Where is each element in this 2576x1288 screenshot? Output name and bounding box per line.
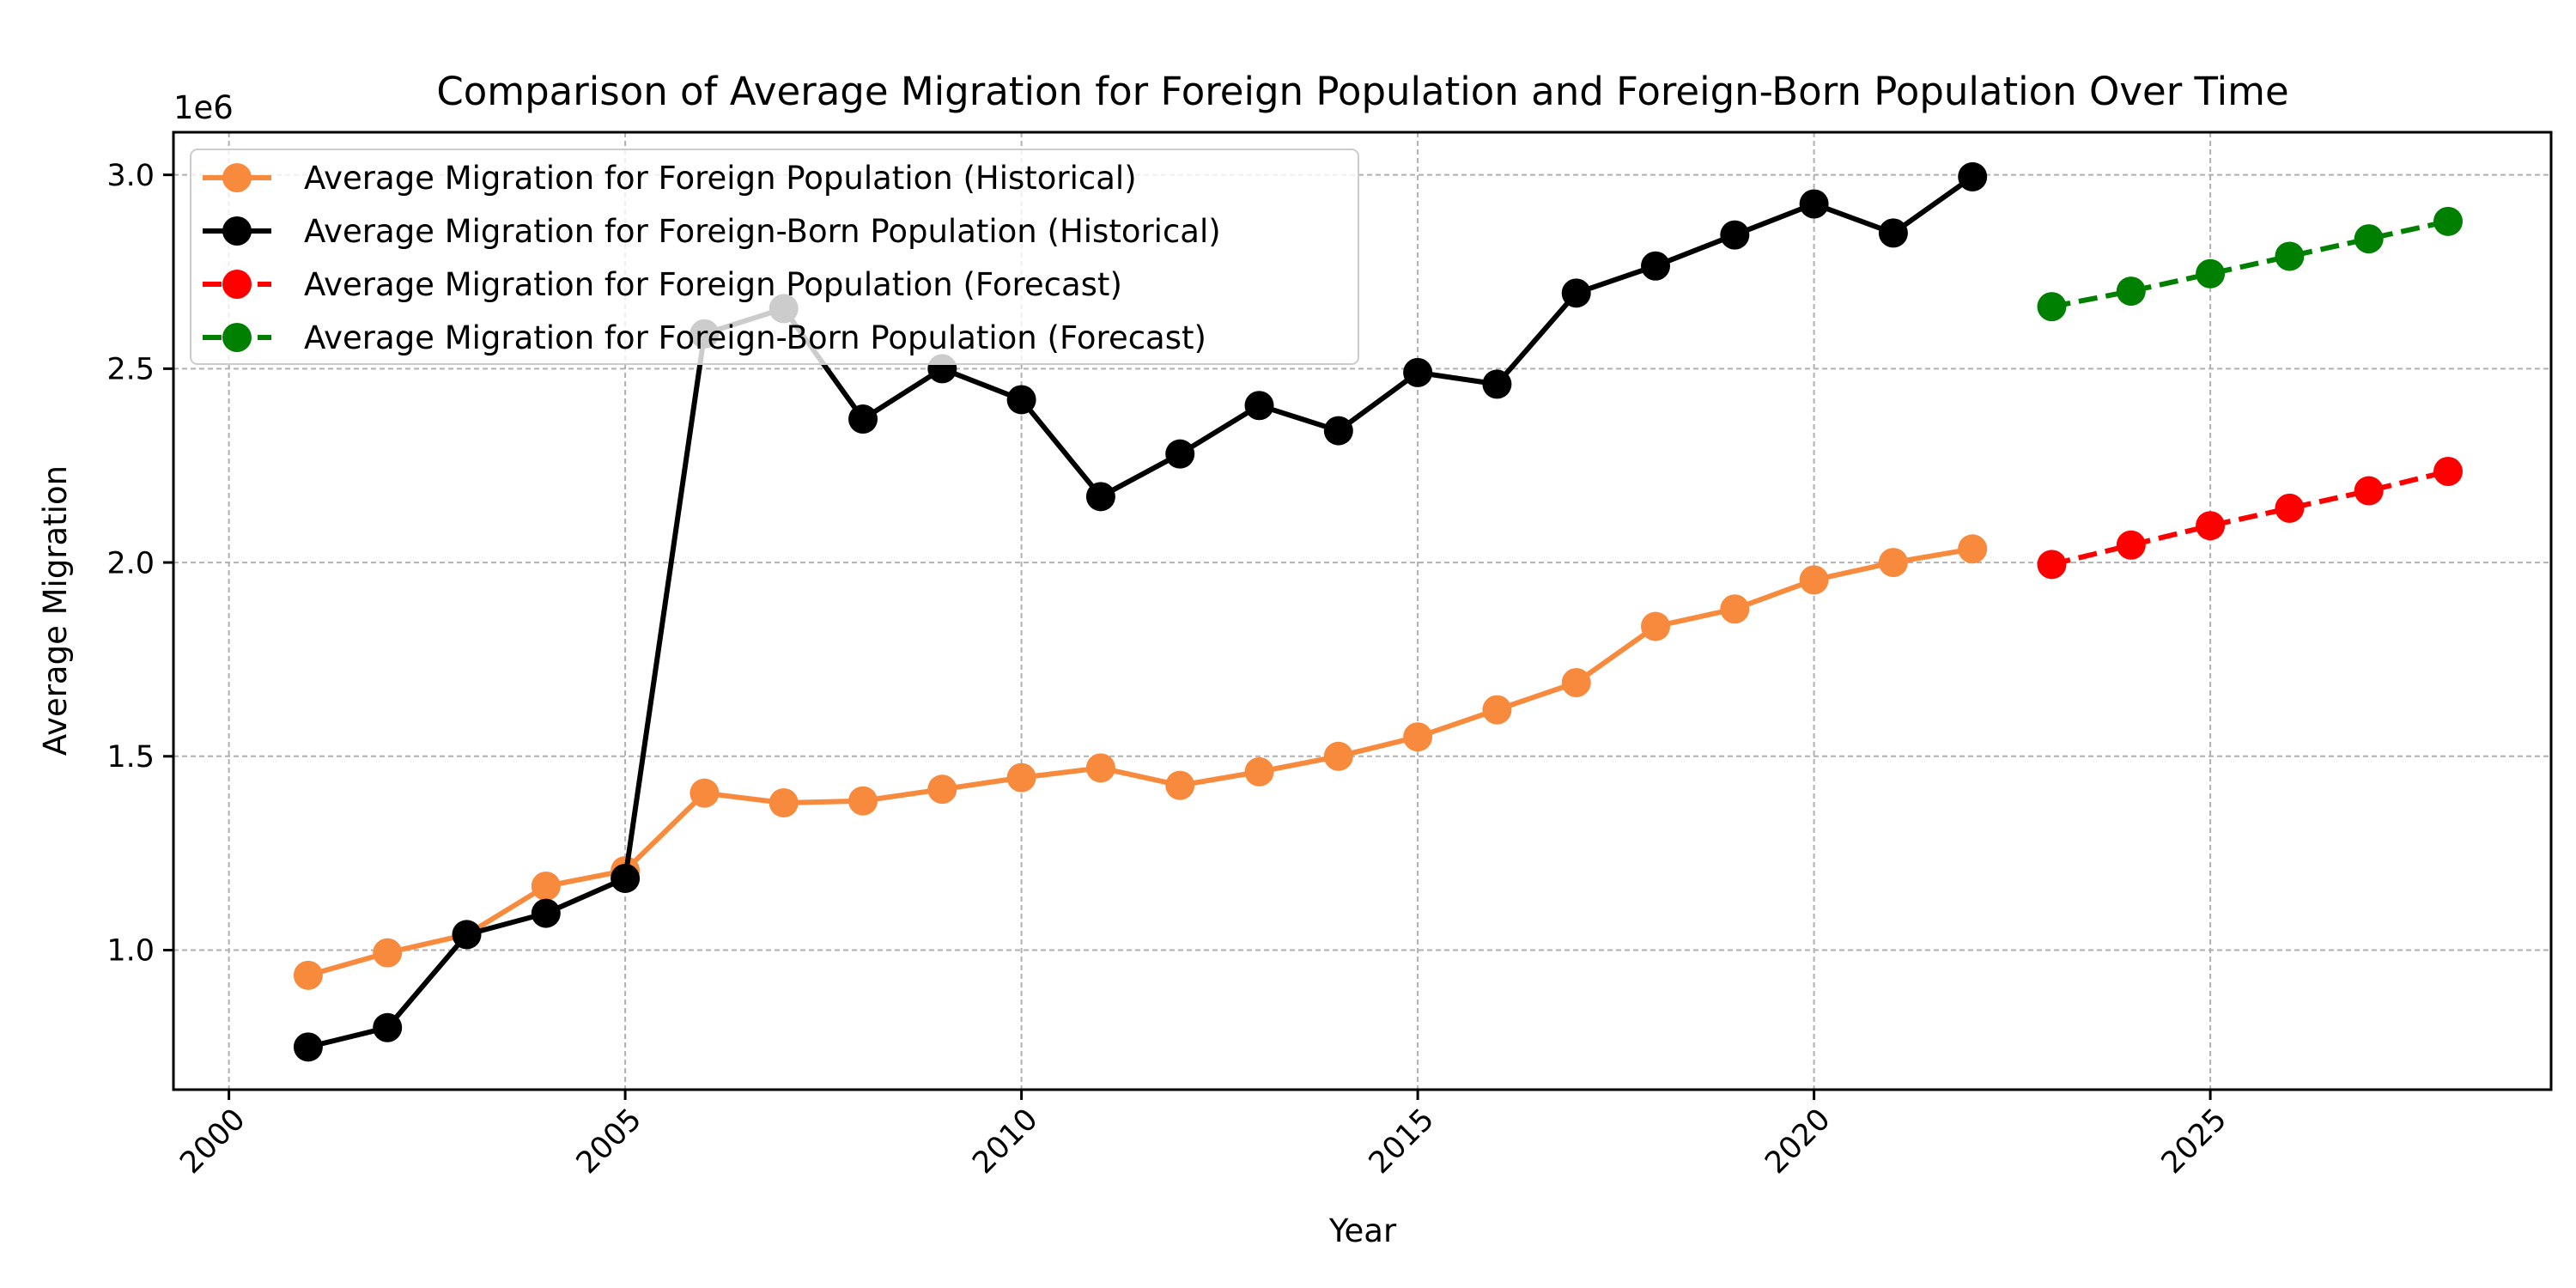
data-point [1403, 357, 1433, 387]
data-point [373, 1012, 403, 1042]
legend-item: Average Migration for Foreign-Born Popul… [203, 213, 1221, 250]
data-point [1403, 722, 1433, 752]
legend: Average Migration for Foreign Population… [190, 149, 1359, 365]
series-3 [2037, 206, 2464, 322]
x-tick-label: 2025 [2155, 1103, 2233, 1181]
data-point [452, 920, 482, 950]
data-point [848, 404, 878, 434]
data-point [293, 960, 323, 990]
y-tick-label: 3.0 [106, 159, 155, 193]
data-point [1165, 439, 1195, 469]
data-point [1799, 189, 1829, 219]
data-point [2433, 206, 2464, 236]
chart-title: Comparison of Average Migration for Fore… [436, 69, 2288, 114]
series-layer [293, 161, 2464, 1062]
data-point [1720, 220, 1750, 250]
x-tick-label: 2020 [1759, 1103, 1837, 1181]
data-point [2037, 550, 2067, 580]
y-tick-label: 1.0 [106, 934, 155, 969]
data-point [1799, 565, 1829, 595]
x-tick-label: 2005 [570, 1103, 648, 1181]
data-point [1165, 770, 1195, 800]
data-point [2116, 276, 2146, 307]
data-point [2433, 456, 2464, 486]
series-line [307, 546, 1973, 978]
data-point [611, 863, 641, 893]
data-point [2275, 241, 2305, 271]
data-point [1561, 278, 1591, 308]
data-point [769, 787, 799, 817]
x-tick-label: 2000 [173, 1103, 252, 1181]
data-point [1323, 741, 1353, 771]
data-point [1878, 548, 1908, 578]
data-point [531, 898, 561, 928]
legend-item: Average Migration for Foreign-Born Popul… [203, 319, 1206, 356]
data-point [1323, 416, 1353, 446]
data-point [1244, 756, 1274, 787]
data-point [1958, 534, 1988, 564]
series-line [2050, 218, 2449, 310]
data-point [1085, 753, 1115, 783]
series-2 [2037, 456, 2464, 580]
legend-label: Average Migration for Foreign Population… [304, 160, 1137, 197]
data-point [2037, 292, 2067, 322]
legend-marker [222, 216, 252, 246]
data-point [1482, 369, 1512, 399]
x-tick-label: 2010 [966, 1103, 1044, 1181]
data-point [690, 778, 720, 808]
legend-label: Average Migration for Foreign-Born Popul… [304, 319, 1206, 356]
y-tick-label: 2.5 [106, 353, 155, 387]
data-point [2354, 476, 2384, 506]
y-axis-offset-label: 1e6 [173, 89, 234, 126]
data-point [1482, 695, 1512, 725]
series-line [307, 174, 1974, 1050]
data-point [1085, 482, 1115, 512]
data-point [1958, 161, 1988, 191]
data-point [848, 786, 878, 816]
data-point [927, 775, 957, 805]
x-axis-label: Year [1328, 1212, 1397, 1249]
legend-item: Average Migration for Foreign Population… [203, 160, 1137, 197]
y-tick-label: 1.5 [106, 740, 155, 775]
data-point [1006, 762, 1036, 793]
data-point [2116, 530, 2146, 560]
y-tick-label: 2.0 [106, 546, 155, 580]
series-1 [293, 161, 1988, 1062]
data-point [531, 872, 561, 902]
legend-marker [222, 323, 252, 352]
data-point [1878, 218, 1908, 248]
data-point [293, 1032, 323, 1062]
data-point [1641, 251, 1671, 281]
data-point [373, 938, 403, 968]
legend-label: Average Migration for Foreign Population… [304, 266, 1122, 303]
data-point [1561, 668, 1591, 698]
y-axis-label: Average Migration [37, 465, 74, 756]
data-point [1244, 391, 1274, 421]
legend-box [190, 149, 1359, 365]
data-point [2196, 258, 2226, 289]
legend-marker [222, 163, 252, 192]
legend-label: Average Migration for Foreign-Born Popul… [304, 213, 1221, 250]
plot-frame [172, 131, 2553, 1091]
series-line [2050, 469, 2449, 568]
legend-marker [222, 270, 252, 299]
data-point [2354, 224, 2384, 254]
data-point [2196, 511, 2226, 541]
x-tick-label: 2015 [1363, 1103, 1441, 1181]
legend-item: Average Migration for Foreign Population… [203, 266, 1122, 303]
data-point [1641, 611, 1671, 641]
data-point [2275, 493, 2305, 523]
data-point [1720, 594, 1750, 624]
data-point [1006, 385, 1036, 415]
